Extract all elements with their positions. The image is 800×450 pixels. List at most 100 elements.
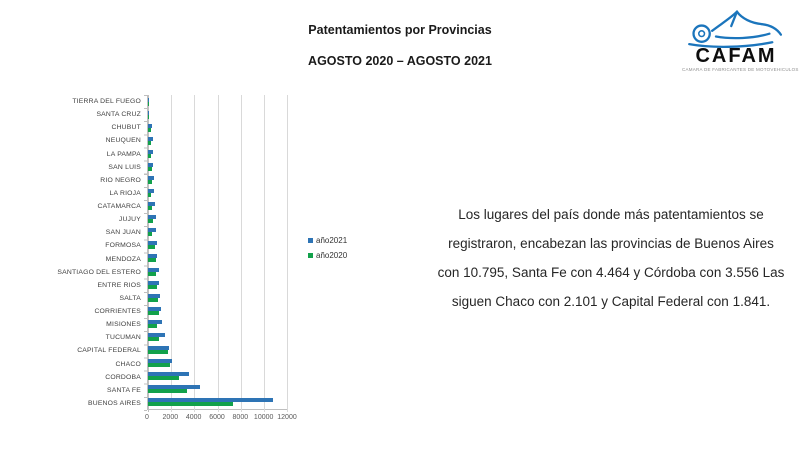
bar-año2020 xyxy=(148,323,158,328)
bar-row xyxy=(148,343,287,356)
page-subtitle: AGOSTO 2020 – AGOSTO 2021 xyxy=(308,54,492,68)
annotation-line: Los lugares del país donde más patentami… xyxy=(458,207,764,222)
bar-año2021 xyxy=(148,202,156,207)
bar-año2021 xyxy=(148,267,159,272)
bar-row xyxy=(148,330,287,343)
bar-row xyxy=(148,213,287,226)
gridline xyxy=(148,95,149,412)
bar-row xyxy=(148,304,287,317)
category-label: SANTA CRUZ xyxy=(96,111,141,119)
bar-año2020 xyxy=(148,206,153,211)
x-tick-label: 12000 xyxy=(277,414,297,421)
category-label: SAN LUIS xyxy=(108,163,141,171)
bar-año2020 xyxy=(148,193,152,198)
annotation-line: siguen Chaco con 2.101 y Capital Federal… xyxy=(451,294,771,309)
legend-item: año2020 xyxy=(308,251,347,260)
bar-row xyxy=(148,370,287,383)
bar-año2021 xyxy=(148,346,170,351)
bar-año2021 xyxy=(148,293,161,298)
bar-año2020 xyxy=(148,363,170,368)
annotation-line: registraron, encabezan las provincias de… xyxy=(448,236,774,251)
bar-row xyxy=(148,147,287,160)
gridline xyxy=(287,95,288,412)
gridline xyxy=(263,95,265,412)
bar-año2021 xyxy=(148,162,153,167)
category-label: CORDOBA xyxy=(105,373,141,381)
bar-año2021 xyxy=(148,254,158,259)
bar-año2021 xyxy=(148,280,160,285)
category-label: MENDOZA xyxy=(105,255,141,263)
bar-row xyxy=(148,265,287,278)
category-label: CHUBUT xyxy=(111,124,141,132)
motorcycle-icon xyxy=(682,6,790,48)
category-label: ENTRE RIOS xyxy=(97,281,141,289)
bar-año2020 xyxy=(148,376,179,381)
bar-row xyxy=(148,357,287,370)
x-tick-label: 2000 xyxy=(162,414,179,421)
legend-marker-icon xyxy=(308,238,313,243)
bar-row xyxy=(148,291,287,304)
category-label: BUENOS AIRES xyxy=(87,399,141,407)
x-tick-label: 6000 xyxy=(209,414,225,421)
bar-año2021 xyxy=(148,398,274,403)
bar-año2021 xyxy=(148,332,165,337)
bar-año2021 xyxy=(148,359,173,364)
bar-row xyxy=(148,252,287,265)
gridline xyxy=(194,95,196,412)
logo-wordmark: CAFAM xyxy=(695,45,777,67)
logo-tagline: CAMARA DE FABRICANTES DE MOTOVEHICULOS xyxy=(682,67,799,72)
bar-row xyxy=(148,108,287,121)
title-block: Patentamientos por Provincias AGOSTO 202… xyxy=(0,15,800,77)
bar-row xyxy=(148,278,287,291)
category-label: CORRIENTES xyxy=(94,308,141,316)
bar-row xyxy=(148,200,287,213)
chart-legend: año2021 año2020 xyxy=(308,236,347,266)
category-labels: TIERRA DEL FUEGO SANTA CRUZ CHUBUT NEUQUEN L… xyxy=(35,95,145,410)
bar-row xyxy=(148,239,287,252)
legend-marker-icon xyxy=(308,253,313,258)
bar-año2020 xyxy=(148,180,152,184)
category-label: FORMOSA xyxy=(105,242,141,250)
bar-año2020 xyxy=(148,114,149,119)
bar-año2021 xyxy=(148,372,190,377)
legend-label: año2021 xyxy=(316,236,348,245)
legend-label: año2020 xyxy=(316,251,348,260)
category-label: TIERRA DEL FUEGO xyxy=(72,98,141,106)
category-axis-ticks xyxy=(144,95,147,411)
bar-row xyxy=(148,187,287,200)
x-axis-tick-labels: 0 2000 4000 6000 8000 10000 12000 xyxy=(145,414,297,424)
bar-row xyxy=(148,95,287,108)
category-label: NEUQUEN xyxy=(105,137,141,145)
bar-año2020 xyxy=(148,140,152,145)
bar-año2021 xyxy=(148,123,153,128)
bar-año2021 xyxy=(148,110,149,115)
bar-rows xyxy=(148,95,287,409)
bar-año2021 xyxy=(148,385,200,390)
bar-año2020 xyxy=(148,166,152,171)
x-tick-label: 4000 xyxy=(185,414,202,421)
bar-row xyxy=(148,226,287,239)
bar-año2020 xyxy=(148,336,160,341)
bar-año2021 xyxy=(148,136,153,141)
category-label: CAPITAL FEDERAL xyxy=(77,347,141,355)
category-label: SANTIAGO DEL ESTERO xyxy=(57,268,141,276)
category-label: SAN JUAN xyxy=(105,229,141,237)
category-label: JUJUY xyxy=(118,216,141,224)
x-tick-label: 0 xyxy=(145,414,149,421)
bar-año2021 xyxy=(148,215,156,220)
bar-año2020 xyxy=(148,350,169,355)
category-label: LA RIOJA xyxy=(109,189,141,197)
bar-año2020 xyxy=(148,271,157,276)
page-title: Patentamientos por Provincias xyxy=(308,23,492,37)
bar-año2020 xyxy=(148,297,159,302)
bar-año2020 xyxy=(148,219,153,224)
bar-año2020 xyxy=(148,284,158,289)
category-label: CATAMARCA xyxy=(97,203,141,211)
bar-row xyxy=(148,383,287,396)
bar-año2021 xyxy=(148,306,162,311)
plot-area xyxy=(147,95,288,412)
bar-año2021 xyxy=(148,228,156,233)
category-label: SALTA xyxy=(119,294,141,302)
bar-row xyxy=(148,121,287,134)
